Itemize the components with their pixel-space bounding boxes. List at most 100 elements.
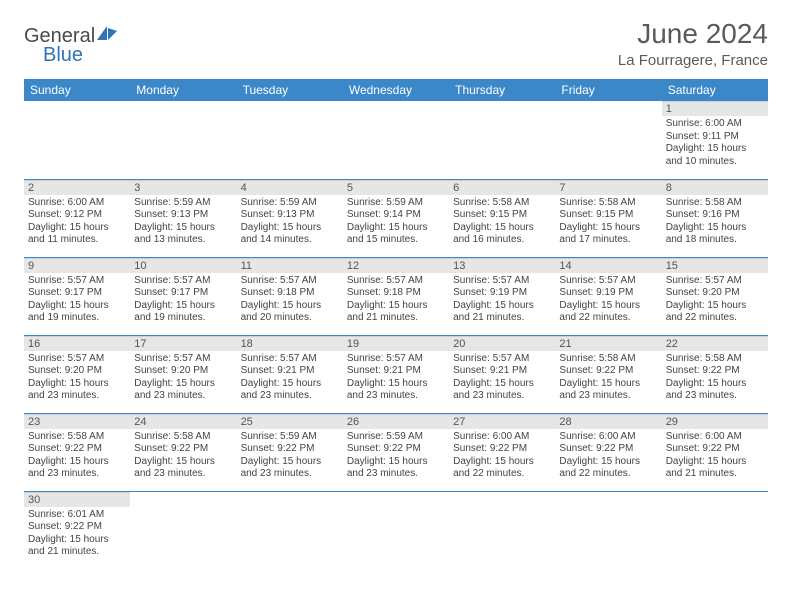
month-title: June 2024	[618, 18, 768, 50]
day-details: Sunrise: 5:57 AMSunset: 9:17 PMDaylight:…	[130, 273, 236, 329]
calendar-cell	[343, 491, 449, 569]
day-number: 16	[24, 336, 130, 351]
calendar-cell: 12Sunrise: 5:57 AMSunset: 9:18 PMDayligh…	[343, 257, 449, 335]
weekday-header: Friday	[555, 79, 661, 101]
day-details: Sunrise: 5:58 AMSunset: 9:15 PMDaylight:…	[449, 195, 555, 251]
day-number: 8	[662, 180, 768, 195]
day-number: 19	[343, 336, 449, 351]
calendar-cell	[662, 491, 768, 569]
day-number: 20	[449, 336, 555, 351]
calendar-cell: 4Sunrise: 5:59 AMSunset: 9:13 PMDaylight…	[237, 179, 343, 257]
day-number: 14	[555, 258, 661, 273]
sail-icon	[96, 24, 118, 48]
title-block: June 2024 La Fourragere, France	[618, 18, 768, 69]
day-details: Sunrise: 5:57 AMSunset: 9:20 PMDaylight:…	[662, 273, 768, 329]
calendar-cell	[449, 101, 555, 179]
day-details: Sunrise: 5:58 AMSunset: 9:16 PMDaylight:…	[662, 195, 768, 251]
day-details: Sunrise: 5:57 AMSunset: 9:21 PMDaylight:…	[449, 351, 555, 407]
calendar-cell: 7Sunrise: 5:58 AMSunset: 9:15 PMDaylight…	[555, 179, 661, 257]
calendar-cell: 22Sunrise: 5:58 AMSunset: 9:22 PMDayligh…	[662, 335, 768, 413]
day-details: Sunrise: 5:59 AMSunset: 9:13 PMDaylight:…	[237, 195, 343, 251]
page-header: General June 2024 La Fourragere, France	[24, 18, 768, 69]
day-details: Sunrise: 6:00 AMSunset: 9:22 PMDaylight:…	[449, 429, 555, 485]
calendar-cell: 15Sunrise: 5:57 AMSunset: 9:20 PMDayligh…	[662, 257, 768, 335]
weekday-header: Wednesday	[343, 79, 449, 101]
day-number: 27	[449, 414, 555, 429]
day-details: Sunrise: 6:00 AMSunset: 9:11 PMDaylight:…	[662, 116, 768, 172]
day-details: Sunrise: 5:57 AMSunset: 9:20 PMDaylight:…	[130, 351, 236, 407]
day-details: Sunrise: 5:58 AMSunset: 9:15 PMDaylight:…	[555, 195, 661, 251]
calendar-row: 2Sunrise: 6:00 AMSunset: 9:12 PMDaylight…	[24, 179, 768, 257]
calendar-cell: 30Sunrise: 6:01 AMSunset: 9:22 PMDayligh…	[24, 491, 130, 569]
weekday-header: Tuesday	[237, 79, 343, 101]
day-details: Sunrise: 5:58 AMSunset: 9:22 PMDaylight:…	[555, 351, 661, 407]
calendar-cell: 28Sunrise: 6:00 AMSunset: 9:22 PMDayligh…	[555, 413, 661, 491]
calendar-row: 9Sunrise: 5:57 AMSunset: 9:17 PMDaylight…	[24, 257, 768, 335]
day-details: Sunrise: 5:57 AMSunset: 9:20 PMDaylight:…	[24, 351, 130, 407]
calendar-cell: 20Sunrise: 5:57 AMSunset: 9:21 PMDayligh…	[449, 335, 555, 413]
calendar-cell: 21Sunrise: 5:58 AMSunset: 9:22 PMDayligh…	[555, 335, 661, 413]
calendar-cell	[555, 491, 661, 569]
day-number: 28	[555, 414, 661, 429]
day-details: Sunrise: 5:57 AMSunset: 9:21 PMDaylight:…	[343, 351, 449, 407]
day-number: 5	[343, 180, 449, 195]
calendar-cell	[237, 101, 343, 179]
day-details: Sunrise: 6:00 AMSunset: 9:12 PMDaylight:…	[24, 195, 130, 251]
calendar-row: 23Sunrise: 5:58 AMSunset: 9:22 PMDayligh…	[24, 413, 768, 491]
calendar-cell: 23Sunrise: 5:58 AMSunset: 9:22 PMDayligh…	[24, 413, 130, 491]
calendar-cell: 2Sunrise: 6:00 AMSunset: 9:12 PMDaylight…	[24, 179, 130, 257]
location-label: La Fourragere, France	[618, 52, 768, 69]
day-details: Sunrise: 5:58 AMSunset: 9:22 PMDaylight:…	[662, 351, 768, 407]
day-details: Sunrise: 5:57 AMSunset: 9:18 PMDaylight:…	[343, 273, 449, 329]
day-number: 23	[24, 414, 130, 429]
day-number: 18	[237, 336, 343, 351]
calendar-cell: 29Sunrise: 6:00 AMSunset: 9:22 PMDayligh…	[662, 413, 768, 491]
day-number: 11	[237, 258, 343, 273]
calendar-cell: 24Sunrise: 5:58 AMSunset: 9:22 PMDayligh…	[130, 413, 236, 491]
day-number: 17	[130, 336, 236, 351]
day-number: 30	[24, 492, 130, 507]
day-number: 24	[130, 414, 236, 429]
calendar-cell: 9Sunrise: 5:57 AMSunset: 9:17 PMDaylight…	[24, 257, 130, 335]
calendar-page: General June 2024 La Fourragere, France …	[0, 0, 792, 587]
day-details: Sunrise: 5:57 AMSunset: 9:18 PMDaylight:…	[237, 273, 343, 329]
day-number: 4	[237, 180, 343, 195]
calendar-cell: 3Sunrise: 5:59 AMSunset: 9:13 PMDaylight…	[130, 179, 236, 257]
day-details: Sunrise: 5:57 AMSunset: 9:21 PMDaylight:…	[237, 351, 343, 407]
day-details: Sunrise: 5:59 AMSunset: 9:14 PMDaylight:…	[343, 195, 449, 251]
day-number: 6	[449, 180, 555, 195]
calendar-cell: 13Sunrise: 5:57 AMSunset: 9:19 PMDayligh…	[449, 257, 555, 335]
day-number: 1	[662, 101, 768, 116]
day-details: Sunrise: 5:58 AMSunset: 9:22 PMDaylight:…	[24, 429, 130, 485]
calendar-cell	[237, 491, 343, 569]
calendar-cell	[130, 101, 236, 179]
day-number: 10	[130, 258, 236, 273]
day-details: Sunrise: 5:57 AMSunset: 9:19 PMDaylight:…	[555, 273, 661, 329]
day-number: 7	[555, 180, 661, 195]
day-number: 13	[449, 258, 555, 273]
day-details: Sunrise: 5:57 AMSunset: 9:19 PMDaylight:…	[449, 273, 555, 329]
calendar-cell: 17Sunrise: 5:57 AMSunset: 9:20 PMDayligh…	[130, 335, 236, 413]
calendar-cell	[130, 491, 236, 569]
day-number: 25	[237, 414, 343, 429]
calendar-cell: 8Sunrise: 5:58 AMSunset: 9:16 PMDaylight…	[662, 179, 768, 257]
day-number: 2	[24, 180, 130, 195]
day-details: Sunrise: 6:00 AMSunset: 9:22 PMDaylight:…	[662, 429, 768, 485]
calendar-cell: 27Sunrise: 6:00 AMSunset: 9:22 PMDayligh…	[449, 413, 555, 491]
weekday-header: Saturday	[662, 79, 768, 101]
day-number: 29	[662, 414, 768, 429]
calendar-cell	[24, 101, 130, 179]
calendar-cell: 26Sunrise: 5:59 AMSunset: 9:22 PMDayligh…	[343, 413, 449, 491]
calendar-table: Sunday Monday Tuesday Wednesday Thursday…	[24, 79, 768, 569]
calendar-cell: 25Sunrise: 5:59 AMSunset: 9:22 PMDayligh…	[237, 413, 343, 491]
calendar-cell: 1Sunrise: 6:00 AMSunset: 9:11 PMDaylight…	[662, 101, 768, 179]
day-number: 15	[662, 258, 768, 273]
day-details: Sunrise: 5:59 AMSunset: 9:22 PMDaylight:…	[237, 429, 343, 485]
calendar-cell: 5Sunrise: 5:59 AMSunset: 9:14 PMDaylight…	[343, 179, 449, 257]
calendar-cell: 18Sunrise: 5:57 AMSunset: 9:21 PMDayligh…	[237, 335, 343, 413]
calendar-row: 16Sunrise: 5:57 AMSunset: 9:20 PMDayligh…	[24, 335, 768, 413]
calendar-cell: 11Sunrise: 5:57 AMSunset: 9:18 PMDayligh…	[237, 257, 343, 335]
day-details: Sunrise: 5:59 AMSunset: 9:22 PMDaylight:…	[343, 429, 449, 485]
weekday-header: Monday	[130, 79, 236, 101]
day-number: 9	[24, 258, 130, 273]
